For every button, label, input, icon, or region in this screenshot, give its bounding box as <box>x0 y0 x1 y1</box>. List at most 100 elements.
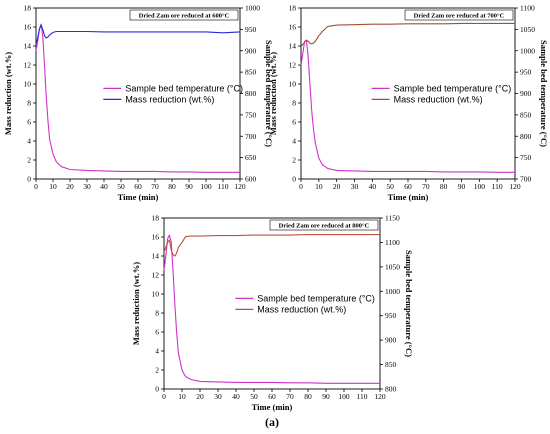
y2-tick-label: 850 <box>520 110 532 119</box>
legend-label: Sample bed temperature (°C) <box>257 293 375 303</box>
x-tick-label: 70 <box>151 182 159 191</box>
y-tick-label: 14 <box>289 42 297 51</box>
series-line-mass <box>35 24 241 45</box>
y2-tick-label: 900 <box>245 46 257 55</box>
y2-tick-label: 600 <box>245 175 257 184</box>
x-tick-label: 70 <box>286 392 294 401</box>
x-tick-label: 40 <box>232 392 240 401</box>
x-tick-label: 10 <box>178 392 186 401</box>
y2-tick-label: 1000 <box>245 4 260 13</box>
y-tick-label: 14 <box>152 252 160 261</box>
y-tick-label: 12 <box>152 271 160 280</box>
y-tick-label: 0 <box>27 175 31 184</box>
x-axis-label: Time (min) <box>388 192 429 202</box>
y-axis-label: Mass reduction (wt.%) <box>131 262 141 345</box>
legend-label: Mass reduction (wt.%) <box>394 94 483 104</box>
x-tick-label: 40 <box>369 182 377 191</box>
chart-800c: 0 10 20 30 40 50 60 70 80 90 100 110 120 0 2 4 6 8 10 12 14 1… <box>131 214 414 413</box>
x-tick-label: 30 <box>351 182 359 191</box>
x-tick-label: 60 <box>268 392 276 401</box>
y-tick-label: 2 <box>155 366 159 375</box>
y2-tick-label: 850 <box>245 68 257 77</box>
y2-axis-label: Sample bed temperature (°C) <box>264 40 274 147</box>
x-tick-label: 20 <box>333 182 341 191</box>
y-tick-label: 4 <box>27 137 31 146</box>
series-line-temperature <box>163 234 380 384</box>
x-tick-label: 30 <box>83 182 91 191</box>
x-axis-label: Time (min) <box>118 192 159 202</box>
y2-tick-label: 950 <box>245 25 257 34</box>
y2-tick-label: 1000 <box>385 287 400 296</box>
chart-600c: 0 10 20 30 40 50 60 70 80 90 100 110 120 0 2 4 6 8 10 12 14 1… <box>3 4 274 203</box>
y2-tick-label: 900 <box>520 89 532 98</box>
annotation-text: Dried Zam ore reduced at 800°C <box>279 222 370 229</box>
annotation-box <box>129 9 239 21</box>
y2-axis-label: Sample bed temperature (°C) <box>404 250 414 357</box>
y-tick-label: 16 <box>24 23 32 32</box>
y2-tick-label: 1050 <box>520 25 535 34</box>
legend-label: Sample bed temperature (°C) <box>394 83 512 93</box>
y-axis-label: Mass reduction (wt.%) <box>268 52 278 135</box>
x-tick-label: 30 <box>214 392 222 401</box>
x-tick-label: 60 <box>134 182 142 191</box>
x-axis-label: Time (min) <box>252 402 293 412</box>
y2-tick-label: 650 <box>245 153 257 162</box>
x-tick-label: 80 <box>440 182 448 191</box>
annotation-text: Dried Zam ore reduced at 700°C <box>414 12 505 19</box>
y-tick-label: 8 <box>27 99 31 108</box>
x-tick-label: 80 <box>168 182 176 191</box>
legend-label: Mass reduction (wt.%) <box>125 94 214 104</box>
y-tick-label: 10 <box>289 80 297 89</box>
y-tick-label: 2 <box>27 156 31 165</box>
series-line-mass <box>163 234 380 257</box>
y2-axis-label: Sample bed temperature (°C) <box>539 40 549 147</box>
x-tick-label: 10 <box>49 182 57 191</box>
y-tick-label: 6 <box>292 118 296 127</box>
x-tick-label: 90 <box>185 182 193 191</box>
y2-tick-label: 750 <box>520 153 532 162</box>
x-tick-label: 90 <box>458 182 466 191</box>
x-tick-label: 120 <box>509 182 521 191</box>
x-tick-label: 110 <box>218 182 229 191</box>
x-tick-label: 20 <box>196 392 204 401</box>
x-tick-label: 100 <box>200 182 212 191</box>
figure-label: (a) <box>265 415 279 429</box>
y-tick-label: 6 <box>155 328 159 337</box>
x-tick-label: 100 <box>474 182 486 191</box>
x-tick-label: 0 <box>299 182 303 191</box>
series-line-temperature <box>35 23 240 173</box>
y2-tick-label: 1100 <box>520 4 535 13</box>
x-tick-label: 50 <box>250 392 258 401</box>
y-tick-label: 10 <box>152 290 160 299</box>
y2-tick-label: 1000 <box>520 46 535 55</box>
y-tick-label: 18 <box>289 4 297 13</box>
y2-tick-label: 700 <box>245 132 257 141</box>
series-line-temperature <box>300 39 515 173</box>
y2-tick-label: 1150 <box>385 214 400 223</box>
y2-tick-label: 800 <box>385 385 397 394</box>
y-tick-label: 8 <box>155 309 159 318</box>
y-tick-label: 8 <box>292 99 296 108</box>
y-tick-label: 12 <box>24 61 32 70</box>
legend-label: Mass reduction (wt.%) <box>257 304 346 314</box>
annotation-text: Dried Zam ore reduced at 600°C <box>139 12 230 19</box>
y2-tick-label: 1100 <box>385 238 400 247</box>
y2-tick-label: 900 <box>385 336 397 345</box>
x-tick-label: 100 <box>338 392 350 401</box>
y-tick-label: 0 <box>292 175 296 184</box>
y-tick-label: 2 <box>292 156 296 165</box>
x-tick-label: 110 <box>357 392 368 401</box>
y-tick-label: 12 <box>289 61 297 70</box>
y-tick-label: 4 <box>292 137 296 146</box>
x-tick-label: 70 <box>422 182 430 191</box>
x-tick-label: 50 <box>386 182 394 191</box>
y-tick-label: 18 <box>24 4 32 13</box>
annotation-box <box>404 9 514 21</box>
y2-tick-label: 800 <box>245 89 257 98</box>
x-tick-label: 60 <box>404 182 412 191</box>
x-tick-label: 80 <box>304 392 312 401</box>
y-tick-label: 16 <box>152 233 160 242</box>
legend-label: Sample bed temperature (°C) <box>125 83 243 93</box>
chart-700c: 0 10 20 30 40 50 60 70 80 90 100 110 120 0 2 4 6 8 10 12 14 1… <box>268 4 549 203</box>
x-tick-label: 0 <box>34 182 38 191</box>
